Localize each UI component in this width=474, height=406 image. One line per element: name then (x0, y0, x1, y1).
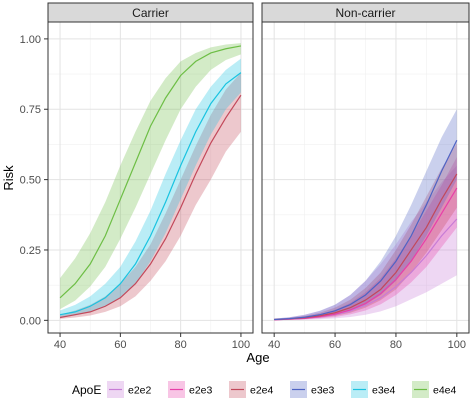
panel-carrier-lines (59, 45, 242, 319)
panel-noncarrier: Non-carrier 40 60 80 100 (261, 2, 470, 351)
panel-carrier-x-axis: 40 60 80 100 (54, 333, 250, 351)
legend-label-e3e4: e3e4 (372, 385, 396, 397)
ribbon-e3e3 (274, 109, 457, 321)
x-tick-label: 80 (175, 339, 187, 351)
y-tick-label: 0.50 (20, 175, 41, 187)
legend-label-e3e3: e3e3 (311, 385, 335, 397)
y-tick-label: 0.25 (20, 245, 41, 257)
panel-carrier-grid (48, 22, 253, 333)
legend-label-e2e3: e2e3 (189, 385, 213, 397)
legend: ApoE e2e2 e2e3 e2e4 e3e3 e3e4 e4e4 (72, 381, 457, 398)
panel-carrier-ribbons (60, 43, 241, 319)
x-axis-title: Age (246, 350, 269, 365)
panel-carrier-title: Carrier (132, 6, 169, 20)
legend-item-e2e2: e2e2 (107, 381, 152, 398)
panel-noncarrier-strip (261, 2, 470, 23)
panel-noncarrier-x-axis: 40 60 80 100 (268, 333, 466, 351)
legend-item-e2e3: e2e3 (168, 381, 213, 398)
y-axis: 0.00 0.25 0.50 0.75 1.00 (20, 34, 48, 327)
y-tick-label: 1.00 (20, 34, 41, 46)
legend-label-e4e4: e4e4 (433, 385, 457, 397)
line-e3e3 (274, 139, 458, 321)
ribbon-e2e3 (274, 157, 457, 321)
legend-item-e3e3: e3e3 (290, 381, 335, 398)
legend-label-e2e4: e2e4 (250, 385, 274, 397)
x-tick-label: 100 (448, 339, 466, 351)
x-tick-label: 100 (232, 339, 250, 351)
y-axis-title: Risk (1, 165, 16, 191)
ribbon-e2e2 (274, 165, 457, 321)
x-tick-label: 60 (329, 339, 341, 351)
x-tick-label: 40 (268, 339, 280, 351)
ribbon-e2e4 (274, 143, 457, 321)
legend-item-e2e4: e2e4 (229, 381, 274, 398)
legend-title: ApoE (72, 383, 101, 397)
line-e3e4 (59, 72, 242, 316)
x-tick-label: 40 (54, 339, 66, 351)
panel-noncarrier-grid (262, 22, 469, 333)
legend-item-e3e4: e3e4 (351, 381, 396, 398)
y-tick-label: 0.00 (20, 315, 41, 327)
panel-noncarrier-title: Non-carrier (335, 6, 395, 20)
line-e2e4 (59, 94, 242, 319)
panel-carrier: Carrier 40 60 80 100 (47, 2, 254, 351)
legend-items: e2e2 e2e3 e2e4 e3e3 e3e4 e4e4 (107, 381, 457, 398)
legend-label-e2e2: e2e2 (128, 385, 152, 397)
x-tick-label: 80 (390, 339, 402, 351)
panel-noncarrier-lines (274, 139, 458, 321)
ribbon-e2e4 (60, 72, 241, 319)
ribbon-e4e4 (60, 43, 241, 310)
panel-noncarrier-ribbons (274, 109, 457, 321)
panel-carrier-strip (47, 2, 254, 23)
y-tick-label: 0.75 (20, 104, 41, 116)
ribbon-e3e4 (60, 58, 241, 318)
line-e4e4 (59, 45, 242, 299)
x-tick-label: 60 (114, 339, 126, 351)
legend-item-e4e4: e4e4 (412, 381, 457, 398)
